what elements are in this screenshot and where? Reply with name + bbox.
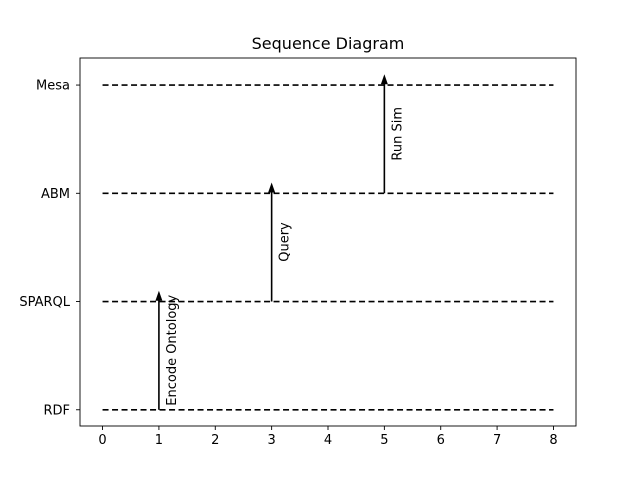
plot-area: RDF SPARQL ABM Mesa 0 1 2 3 4 5 6 7 8 Encode Ontology… xyxy=(19,57,577,448)
x-tick-label: 8 xyxy=(549,433,557,448)
message-label-encode-ontology: Encode Ontology xyxy=(165,294,180,405)
message-label-query: Query xyxy=(278,222,293,262)
x-tick-label: 4 xyxy=(324,433,332,448)
message-arrowhead-query xyxy=(268,182,276,193)
y-tick-label-rdf: RDF xyxy=(43,403,70,418)
y-tick-label-sparql: SPARQL xyxy=(19,295,70,310)
x-tick-label: 6 xyxy=(437,433,445,448)
message-label-run-sim: Run Sim xyxy=(390,107,405,161)
x-tick-label: 0 xyxy=(98,433,106,448)
x-tick-label: 2 xyxy=(211,433,219,448)
x-tick-label: 5 xyxy=(380,433,388,448)
x-tick-label: 7 xyxy=(493,433,501,448)
x-tick-label: 3 xyxy=(267,433,275,448)
message-arrowhead-encode-ontology xyxy=(155,290,163,301)
y-tick-label-mesa: Mesa xyxy=(36,79,70,94)
axes-frame xyxy=(79,57,577,427)
chart-title: Sequence Diagram xyxy=(252,34,405,53)
x-tick-label: 1 xyxy=(155,433,163,448)
y-tick-label-abm: ABM xyxy=(41,187,70,202)
message-arrowhead-run-sim xyxy=(380,74,388,85)
